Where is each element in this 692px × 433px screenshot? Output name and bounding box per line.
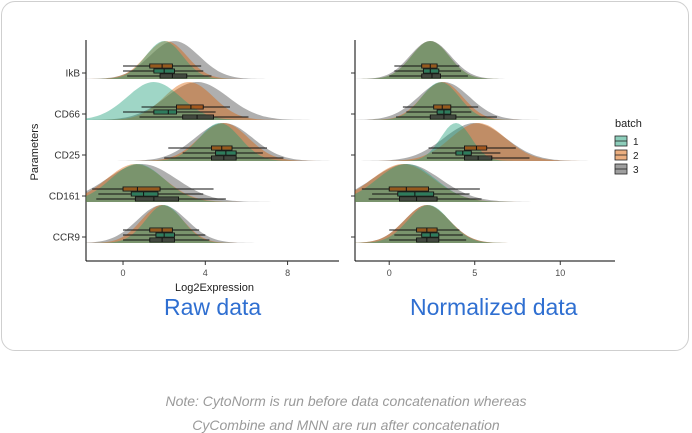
x-tick-label: 5 (472, 268, 477, 278)
boxplot-box (464, 145, 488, 151)
density-ridge (86, 41, 339, 79)
ridgeline-chart: 0 4 8 IkB CD66 CD25 CD161 CCR9 Log2Expression 0 5 1… (29, 40, 642, 294)
density-ridge (355, 123, 615, 161)
density-ridge (355, 205, 615, 243)
density-ridge (355, 82, 615, 120)
note-line-1: Note: CytoNorm is run before data concat… (165, 393, 527, 409)
x-tick-label: 0 (121, 268, 126, 278)
boxplot-box (149, 63, 173, 69)
density-ridge (355, 41, 615, 79)
legend-label-1: 1 (633, 137, 639, 148)
note-line-2: CyCombine and MNN are run after concaten… (192, 417, 500, 433)
density-ridge (86, 123, 339, 161)
density-ridge (86, 205, 339, 243)
density-ridge (355, 82, 615, 120)
y-tick-label: CD25 (54, 151, 80, 162)
density-ridge (86, 82, 339, 120)
density-ridge (355, 205, 615, 243)
density-ridge (86, 164, 339, 202)
boxplot-box (149, 227, 173, 233)
density-ridge (355, 41, 615, 79)
density-ridge (86, 123, 339, 161)
boxplot-box (455, 150, 472, 156)
density-ridge (86, 205, 339, 243)
density-ridge (86, 82, 339, 120)
boxplot-box (421, 63, 438, 69)
boxplot-box (397, 191, 435, 197)
boxplot-box (416, 237, 440, 243)
density-ridge (86, 205, 339, 243)
density-ridge (355, 205, 615, 243)
boxplot-box (388, 186, 430, 192)
density-ridge (355, 164, 615, 202)
density-ridge (86, 41, 339, 79)
boxplot-box (153, 109, 177, 115)
boxplot-box (422, 68, 440, 74)
raw-data-caption: Raw data (164, 294, 262, 320)
x-tick-label: 10 (555, 268, 565, 278)
boxplot-box (155, 232, 175, 238)
x-tick-label: 4 (203, 268, 208, 278)
boxplot-box (122, 186, 161, 192)
boxplot-box (421, 73, 441, 79)
y-tick-label: CD66 (54, 110, 80, 121)
legend-label-2: 2 (633, 151, 639, 162)
boxplot-box (176, 104, 204, 110)
density-ridge (86, 82, 339, 120)
y-axis-label: Parameters (29, 123, 41, 180)
density-ridge (355, 82, 615, 120)
y-tick-label: CCR9 (53, 233, 81, 244)
boxplot-box (159, 73, 188, 79)
y-tick-label: CD161 (49, 192, 81, 203)
normalized-data-caption: Normalized data (410, 294, 578, 320)
density-ridge (86, 41, 339, 79)
legend-title: batch (615, 118, 642, 130)
density-ridge (355, 123, 615, 161)
boxplot-box (134, 196, 180, 202)
legend-label-3: 3 (633, 165, 639, 176)
y-tick-label: IkB (66, 69, 81, 80)
x-tick-label: 0 (387, 268, 392, 278)
x-axis-label: Log2Expression (175, 282, 254, 294)
boxplot-box (429, 114, 457, 120)
figure-card: 0 4 8 IkB CD66 CD25 CD161 CCR9 Log2Expression 0 5 1… (1, 1, 689, 351)
x-tick-label: 8 (285, 268, 290, 278)
boxplot-box (182, 114, 214, 120)
density-ridge (355, 41, 615, 79)
boxplot-box (130, 191, 159, 197)
density-ridge (86, 123, 339, 161)
boxplot-box (399, 196, 438, 202)
